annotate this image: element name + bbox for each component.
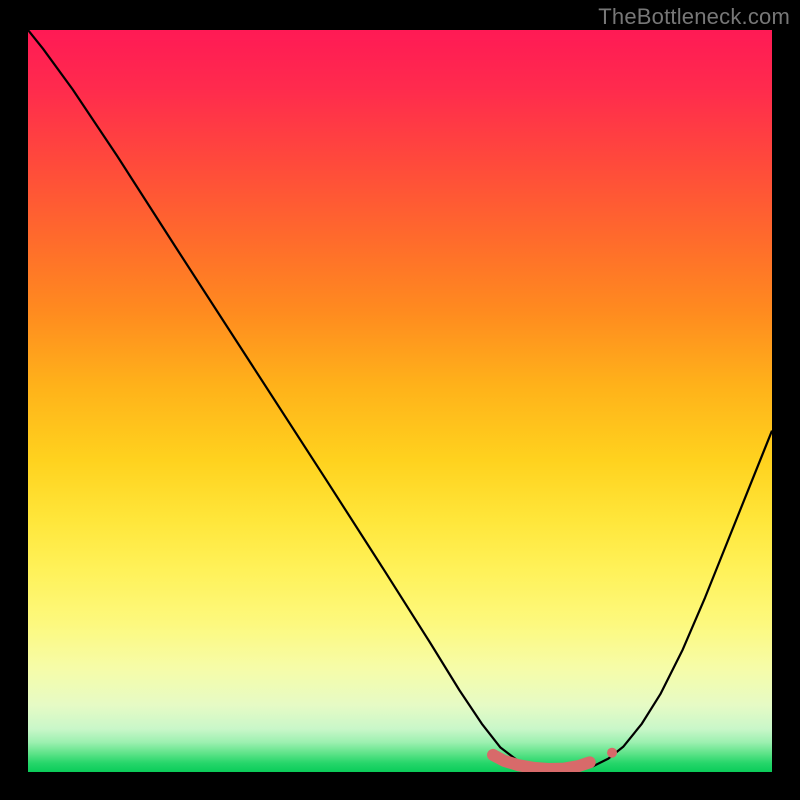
- highlight-end-dot: [607, 748, 617, 758]
- chart-frame: TheBottleneck.com: [0, 0, 800, 800]
- bottleneck-curve-chart: [28, 30, 772, 772]
- watermark-text: TheBottleneck.com: [598, 4, 790, 30]
- gradient-background: [28, 30, 772, 772]
